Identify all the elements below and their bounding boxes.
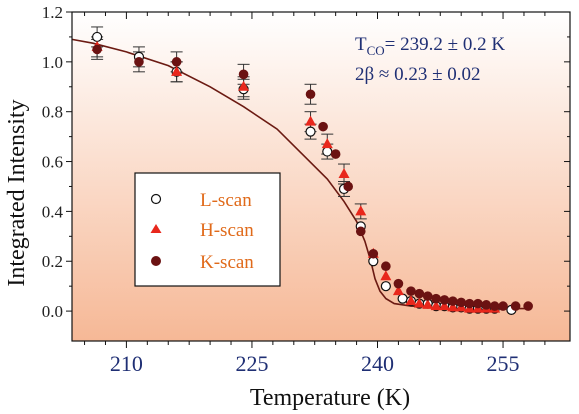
data-point-k-scan bbox=[171, 57, 182, 67]
y-tick-label: 0.8 bbox=[42, 103, 63, 122]
data-point-k-scan bbox=[305, 89, 316, 100]
data-point-h-scan bbox=[338, 168, 350, 179]
data-point-k-scan bbox=[473, 298, 483, 309]
x-tick-label: 240 bbox=[361, 351, 394, 376]
data-point-k-scan bbox=[448, 296, 458, 306]
fit-curve-layer bbox=[71, 38, 529, 310]
data-point-h-scan bbox=[321, 138, 333, 149]
data-point-h-scan bbox=[171, 65, 183, 76]
data-point-h-scan bbox=[380, 270, 392, 281]
data-point-k-scan bbox=[134, 57, 144, 67]
data-point-k-scan bbox=[318, 121, 328, 132]
data-point-k-scan bbox=[238, 69, 249, 80]
y-tick-label: 1.2 bbox=[42, 3, 63, 22]
x-axis-label: Temperature (K) bbox=[250, 385, 410, 411]
legend-label-h-scan: H-scan bbox=[200, 220, 254, 241]
data-point-k-scan bbox=[498, 301, 508, 311]
y-tick-label: 0.4 bbox=[42, 202, 64, 221]
data-point-h-scan bbox=[447, 301, 459, 312]
data-point-h-scan bbox=[238, 80, 250, 91]
legend-label-l-scan: L-scan bbox=[200, 190, 252, 211]
tco-value: = 239.2 ± 0.2 K bbox=[385, 34, 506, 55]
y-tick-label: 0.2 bbox=[42, 252, 63, 271]
data-point-l-scan bbox=[380, 281, 391, 292]
data-point-k-scan bbox=[422, 291, 433, 301]
data-point-k-scan bbox=[393, 278, 404, 289]
data-point-k-scan bbox=[510, 301, 521, 311]
data-point-l-scan bbox=[322, 146, 333, 157]
fit-curve bbox=[71, 38, 529, 310]
legend-marker-h-scan bbox=[150, 224, 162, 233]
plot-frame bbox=[71, 11, 571, 342]
data-point-k-scan bbox=[431, 293, 441, 304]
data-point-l-scan bbox=[92, 31, 103, 43]
x-tick-label: 255 bbox=[487, 351, 520, 376]
data-point-k-scan bbox=[414, 288, 425, 299]
y-tick-label: 1.0 bbox=[42, 53, 63, 72]
data-point-l-scan bbox=[305, 126, 316, 137]
data-point-k-scan bbox=[456, 297, 466, 308]
tco-annotation: TCO= 239.2 ± 0.2 K bbox=[355, 34, 505, 58]
y-tick-label: 0.6 bbox=[42, 153, 63, 172]
y-axis-label: Integrated Intensity bbox=[4, 99, 30, 286]
data-point-k-scan bbox=[523, 301, 533, 311]
tco-symbol: T bbox=[355, 34, 367, 55]
y-tick-label: 0.0 bbox=[42, 302, 63, 321]
tco-subscript: CO bbox=[367, 43, 385, 58]
data-points-layer bbox=[91, 31, 533, 315]
x-tick-label: 210 bbox=[110, 351, 143, 376]
data-point-k-scan bbox=[381, 261, 391, 272]
data-point-k-scan bbox=[439, 295, 450, 305]
data-point-l-scan bbox=[397, 293, 408, 304]
legend-label-k-scan: K-scan bbox=[200, 252, 254, 273]
data-point-h-scan bbox=[438, 300, 450, 311]
data-point-h-scan bbox=[413, 297, 425, 308]
data-point-h-scan bbox=[355, 205, 367, 216]
axes-layer: 0.0 0.2 0.4 0.6 0.8 1.0 1.2 210 225 240 255 bbox=[42, 3, 571, 376]
data-point-h-scan bbox=[305, 115, 317, 126]
legend: L-scan H-scan K-scan bbox=[134, 172, 281, 287]
data-point-k-scan bbox=[355, 226, 366, 237]
legend-marker-l-scan bbox=[150, 193, 162, 205]
data-point-k-scan bbox=[368, 248, 379, 259]
data-point-k-scan bbox=[489, 301, 500, 311]
beta-annotation: 2β ≈ 0.23 ± 0.02 bbox=[355, 64, 481, 85]
data-point-k-scan bbox=[481, 300, 492, 310]
data-point-k-scan bbox=[406, 286, 416, 296]
data-point-k-scan bbox=[464, 298, 475, 309]
data-point-h-scan bbox=[422, 298, 434, 309]
x-tick-label: 225 bbox=[235, 351, 268, 376]
data-point-h-scan bbox=[430, 300, 442, 311]
data-point-k-scan bbox=[330, 149, 341, 159]
legend-marker-k-scan bbox=[151, 256, 161, 266]
data-point-k-scan bbox=[92, 44, 102, 55]
data-point-k-scan bbox=[343, 181, 354, 192]
data-point-h-scan bbox=[405, 295, 417, 306]
data-point-h-scan bbox=[392, 285, 404, 296]
